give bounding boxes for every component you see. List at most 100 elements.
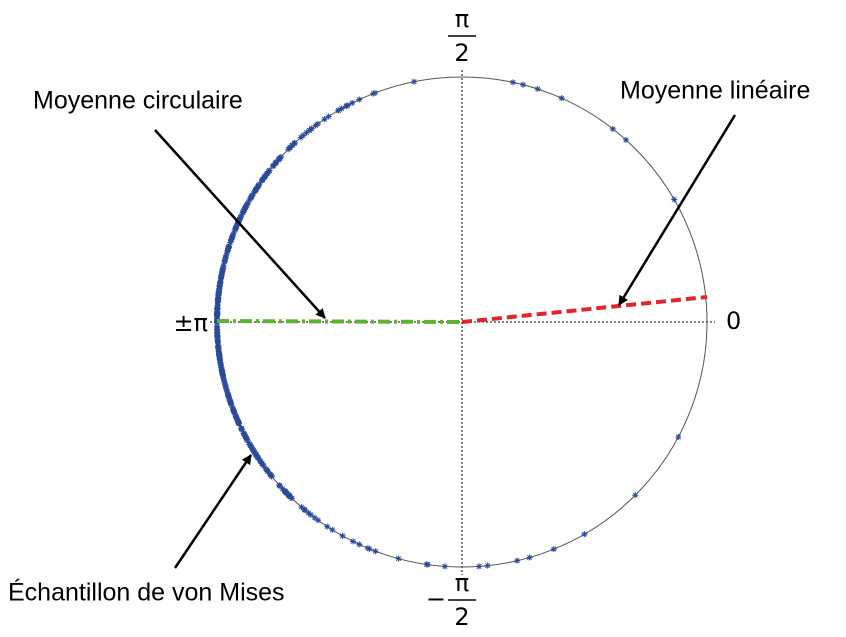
sample-point: [221, 379, 228, 386]
sample-point: [214, 298, 221, 305]
sample-point: [344, 102, 351, 109]
sample-point: [311, 514, 318, 521]
sample-point: [252, 451, 259, 458]
linear-mean-label: Moyenne linéaire: [620, 77, 810, 105]
sample-point: [249, 445, 256, 452]
sample-point: [222, 382, 229, 389]
sample-point: [219, 269, 226, 276]
sample-point: [287, 144, 294, 151]
sample-point: [558, 95, 565, 102]
sample-point: [285, 491, 292, 498]
sample-point: [221, 258, 228, 265]
sample-point: [222, 254, 229, 261]
sample-point: [484, 562, 491, 569]
sample-point: [230, 231, 237, 238]
sample-point: [248, 443, 255, 450]
sample-point: [395, 555, 402, 562]
sample-point: [218, 272, 225, 279]
sample-point: [276, 155, 283, 162]
sample-point: [364, 545, 371, 552]
sample-point: [262, 465, 269, 472]
sample-point: [225, 391, 232, 398]
sample-point: [282, 488, 289, 495]
sample-point: [244, 201, 251, 208]
sample-point: [241, 206, 248, 213]
top-numerator: π: [455, 5, 469, 33]
sample-label: Échantillon de von Mises: [8, 578, 285, 607]
sample-point: [255, 454, 262, 461]
sample-point: [581, 531, 588, 538]
sample-point: [302, 507, 309, 514]
sample-point: [671, 196, 678, 203]
sample-point: [216, 283, 223, 290]
sample-point: [526, 554, 533, 561]
sample-point: [229, 404, 236, 411]
sample-point: [220, 262, 227, 269]
sample-point: [232, 226, 239, 233]
arrow: [154, 129, 326, 319]
top-denominator: 2: [454, 39, 469, 67]
sample-point: [224, 247, 231, 254]
sample-point: [249, 192, 256, 199]
sample-point: [218, 367, 225, 374]
left-label: ±π: [173, 309, 208, 337]
sample-point: [289, 142, 296, 149]
sample-point: [315, 517, 322, 524]
sample-point: [335, 107, 342, 114]
sample-point: [227, 400, 234, 407]
arrow: [617, 114, 737, 306]
sample-point: [314, 120, 321, 127]
sample-point: [226, 397, 233, 404]
sample-point: [250, 190, 257, 197]
arrow: [173, 454, 253, 569]
circular-mean-label: Moyenne circulaire: [33, 87, 243, 115]
sample-point: [356, 541, 363, 548]
sample-point: [297, 134, 304, 141]
sample-point: [242, 433, 249, 440]
sample-point: [276, 482, 283, 489]
sample-point: [214, 305, 221, 312]
sample-point: [242, 204, 249, 211]
sample-point: [675, 434, 682, 441]
sample-point: [229, 233, 236, 240]
linear-mean-line: [461, 295, 708, 324]
sample-point: [239, 209, 246, 216]
sample-point: [228, 237, 235, 244]
sample-point: [325, 113, 332, 120]
sample-point: [338, 105, 345, 112]
sample-point: [214, 323, 221, 330]
sample-point: [514, 557, 521, 564]
sample-point: [273, 159, 280, 166]
sample-point: [520, 81, 527, 88]
sample-point: [214, 339, 221, 346]
sample-point: [217, 275, 224, 282]
circular-mean-line: [216, 319, 463, 324]
sample-point: [245, 439, 252, 446]
sample-point: [223, 250, 230, 257]
sample-point: [246, 441, 253, 448]
bottom-sign: −: [426, 585, 446, 613]
sample-point: [259, 460, 266, 467]
sample-point: [227, 239, 234, 246]
sample-point: [237, 214, 244, 221]
sample-point: [324, 523, 331, 530]
sample-point: [329, 526, 336, 533]
sample-point: [224, 388, 231, 395]
sample-point: [234, 220, 241, 227]
sample-point: [411, 78, 418, 85]
sample-point: [441, 563, 448, 570]
sample-point: [215, 292, 222, 299]
sample-points: [214, 78, 682, 570]
sample-point: [232, 411, 239, 418]
sample-point: [214, 326, 221, 333]
sample-point: [245, 199, 252, 206]
sample-point: [303, 129, 310, 136]
sample-point: [263, 170, 270, 177]
sample-point: [424, 561, 431, 568]
sample-point: [225, 243, 232, 250]
sample-point: [476, 563, 483, 570]
sample-point: [233, 222, 240, 229]
sample-point: [234, 417, 241, 424]
sample-point: [223, 385, 230, 392]
